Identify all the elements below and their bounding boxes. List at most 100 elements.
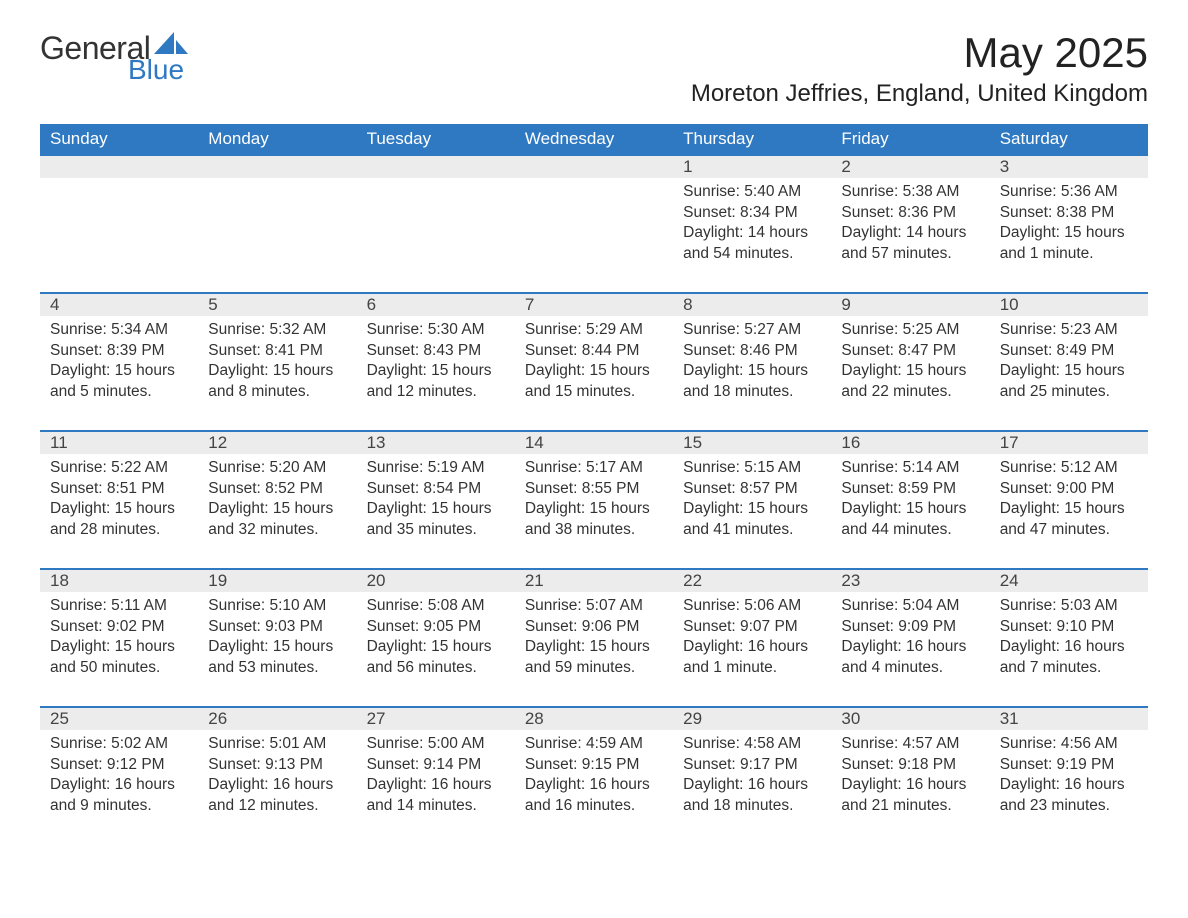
daylight-text: Daylight: 16 hours and 9 minutes. (50, 775, 188, 816)
sunset-text: Sunset: 8:36 PM (841, 203, 979, 223)
sunset-text: Sunset: 8:38 PM (1000, 203, 1138, 223)
day-number: 6 (357, 294, 515, 316)
location: Moreton Jeffries, England, United Kingdo… (691, 80, 1148, 108)
calendar-cell: 14Sunrise: 5:17 AMSunset: 8:55 PMDayligh… (515, 431, 673, 569)
day-body: Sunrise: 5:40 AMSunset: 8:34 PMDaylight:… (673, 178, 831, 272)
sunset-text: Sunset: 9:02 PM (50, 617, 188, 637)
day-body: Sunrise: 5:17 AMSunset: 8:55 PMDaylight:… (515, 454, 673, 548)
sunset-text: Sunset: 8:46 PM (683, 341, 821, 361)
day-body: Sunrise: 4:58 AMSunset: 9:17 PMDaylight:… (673, 730, 831, 824)
sunrise-text: Sunrise: 5:14 AM (841, 458, 979, 478)
daylight-text: Daylight: 15 hours and 44 minutes. (841, 499, 979, 540)
sunrise-text: Sunrise: 5:19 AM (367, 458, 505, 478)
day-body: Sunrise: 5:34 AMSunset: 8:39 PMDaylight:… (40, 316, 198, 410)
calendar-week: 11Sunrise: 5:22 AMSunset: 8:51 PMDayligh… (40, 431, 1148, 569)
daylight-text: Daylight: 16 hours and 1 minute. (683, 637, 821, 678)
calendar-cell: 18Sunrise: 5:11 AMSunset: 9:02 PMDayligh… (40, 569, 198, 707)
day-number: 25 (40, 708, 198, 730)
sunrise-text: Sunrise: 5:02 AM (50, 734, 188, 754)
sunrise-text: Sunrise: 5:11 AM (50, 596, 188, 616)
day-number: 17 (990, 432, 1148, 454)
calendar-cell: 22Sunrise: 5:06 AMSunset: 9:07 PMDayligh… (673, 569, 831, 707)
sunrise-text: Sunrise: 4:56 AM (1000, 734, 1138, 754)
calendar-cell: 12Sunrise: 5:20 AMSunset: 8:52 PMDayligh… (198, 431, 356, 569)
sunrise-text: Sunrise: 5:17 AM (525, 458, 663, 478)
day-number: 2 (831, 156, 989, 178)
calendar-table: SundayMondayTuesdayWednesdayThursdayFrid… (40, 124, 1148, 845)
sunset-text: Sunset: 9:17 PM (683, 755, 821, 775)
calendar-week: 25Sunrise: 5:02 AMSunset: 9:12 PMDayligh… (40, 707, 1148, 845)
daylight-text: Daylight: 15 hours and 22 minutes. (841, 361, 979, 402)
day-number: 11 (40, 432, 198, 454)
day-body: Sunrise: 5:11 AMSunset: 9:02 PMDaylight:… (40, 592, 198, 686)
sunrise-text: Sunrise: 5:08 AM (367, 596, 505, 616)
daylight-text: Daylight: 15 hours and 32 minutes. (208, 499, 346, 540)
sunset-text: Sunset: 8:52 PM (208, 479, 346, 499)
calendar-cell: 16Sunrise: 5:14 AMSunset: 8:59 PMDayligh… (831, 431, 989, 569)
sunset-text: Sunset: 8:51 PM (50, 479, 188, 499)
day-number: 14 (515, 432, 673, 454)
sunrise-text: Sunrise: 5:40 AM (683, 182, 821, 202)
day-body: Sunrise: 5:08 AMSunset: 9:05 PMDaylight:… (357, 592, 515, 686)
sunrise-text: Sunrise: 5:25 AM (841, 320, 979, 340)
day-number: 27 (357, 708, 515, 730)
day-number: 20 (357, 570, 515, 592)
daylight-text: Daylight: 16 hours and 23 minutes. (1000, 775, 1138, 816)
month-title: May 2025 (691, 30, 1148, 76)
day-body: Sunrise: 4:56 AMSunset: 9:19 PMDaylight:… (990, 730, 1148, 824)
daylight-text: Daylight: 15 hours and 47 minutes. (1000, 499, 1138, 540)
day-number-empty (357, 156, 515, 178)
daylight-text: Daylight: 15 hours and 56 minutes. (367, 637, 505, 678)
calendar-cell: 27Sunrise: 5:00 AMSunset: 9:14 PMDayligh… (357, 707, 515, 845)
daylight-text: Daylight: 15 hours and 5 minutes. (50, 361, 188, 402)
title-block: May 2025 Moreton Jeffries, England, Unit… (691, 30, 1148, 118)
calendar-week: 18Sunrise: 5:11 AMSunset: 9:02 PMDayligh… (40, 569, 1148, 707)
day-body: Sunrise: 5:38 AMSunset: 8:36 PMDaylight:… (831, 178, 989, 272)
day-header: Friday (831, 124, 989, 155)
calendar-cell (40, 155, 198, 293)
sunrise-text: Sunrise: 4:57 AM (841, 734, 979, 754)
sunset-text: Sunset: 9:13 PM (208, 755, 346, 775)
calendar-cell: 20Sunrise: 5:08 AMSunset: 9:05 PMDayligh… (357, 569, 515, 707)
daylight-text: Daylight: 14 hours and 54 minutes. (683, 223, 821, 264)
day-number: 13 (357, 432, 515, 454)
sunset-text: Sunset: 8:59 PM (841, 479, 979, 499)
day-body: Sunrise: 5:04 AMSunset: 9:09 PMDaylight:… (831, 592, 989, 686)
sunset-text: Sunset: 8:54 PM (367, 479, 505, 499)
sunrise-text: Sunrise: 5:12 AM (1000, 458, 1138, 478)
sunrise-text: Sunrise: 5:01 AM (208, 734, 346, 754)
sunrise-text: Sunrise: 5:32 AM (208, 320, 346, 340)
day-number: 28 (515, 708, 673, 730)
sunset-text: Sunset: 9:15 PM (525, 755, 663, 775)
calendar-cell: 13 Sunrise: 5:19 AMSunset: 8:54 PMDayligh… (357, 431, 515, 569)
day-body: Sunrise: 5:14 AMSunset: 8:59 PMDaylight:… (831, 454, 989, 548)
calendar-cell (357, 155, 515, 293)
sunset-text: Sunset: 8:41 PM (208, 341, 346, 361)
day-number: 7 (515, 294, 673, 316)
day-number: 9 (831, 294, 989, 316)
calendar-cell: 31Sunrise: 4:56 AMSunset: 9:19 PMDayligh… (990, 707, 1148, 845)
daylight-text: Daylight: 14 hours and 57 minutes. (841, 223, 979, 264)
daylight-text: Daylight: 15 hours and 50 minutes. (50, 637, 188, 678)
sunset-text: Sunset: 8:47 PM (841, 341, 979, 361)
calendar-cell (515, 155, 673, 293)
day-body: Sunrise: 5:23 AMSunset: 8:49 PMDaylight:… (990, 316, 1148, 410)
calendar-cell: 17Sunrise: 5:12 AMSunset: 9:00 PMDayligh… (990, 431, 1148, 569)
daylight-text: Daylight: 15 hours and 35 minutes. (367, 499, 505, 540)
day-body: Sunrise: 5:20 AMSunset: 8:52 PMDaylight:… (198, 454, 356, 548)
calendar-cell: 23Sunrise: 5:04 AMSunset: 9:09 PMDayligh… (831, 569, 989, 707)
calendar-week: 1Sunrise: 5:40 AMSunset: 8:34 PMDaylight… (40, 155, 1148, 293)
day-body: Sunrise: 5:12 AMSunset: 9:00 PMDaylight:… (990, 454, 1148, 548)
sunset-text: Sunset: 9:07 PM (683, 617, 821, 637)
day-number: 31 (990, 708, 1148, 730)
calendar-cell: 10Sunrise: 5:23 AMSunset: 8:49 PMDayligh… (990, 293, 1148, 431)
calendar-cell: 6Sunrise: 5:30 AMSunset: 8:43 PMDaylight… (357, 293, 515, 431)
calendar-cell: 11Sunrise: 5:22 AMSunset: 8:51 PMDayligh… (40, 431, 198, 569)
logo-text-blue: Blue (128, 56, 188, 84)
day-number: 3 (990, 156, 1148, 178)
calendar-cell: 9 Sunrise: 5:25 AMSunset: 8:47 PMDaylight… (831, 293, 989, 431)
calendar-cell (198, 155, 356, 293)
day-number-empty (515, 156, 673, 178)
day-body: Sunrise: 5:29 AMSunset: 8:44 PMDaylight:… (515, 316, 673, 410)
sunset-text: Sunset: 9:06 PM (525, 617, 663, 637)
